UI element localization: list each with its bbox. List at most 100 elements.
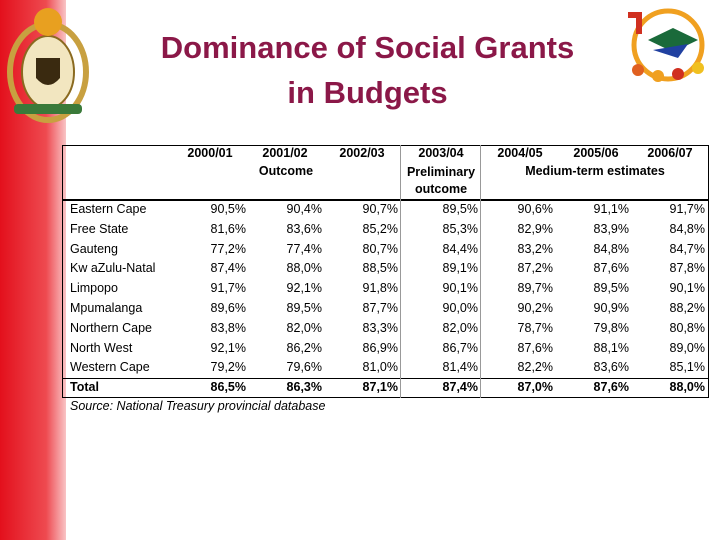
table-line [62,199,708,201]
table-cell: 85,1% [669,360,705,375]
table-cell: 77,4% [286,241,322,256]
table-line [400,145,401,398]
table-line [62,145,63,398]
table-cell: 90,4% [286,202,322,216]
row-label: Kw aZulu-Natal [70,261,156,276]
table-cell: 82,0% [442,320,478,335]
table-cell: 89,0% [669,340,705,355]
total-cell: 87,1% [362,380,398,394]
row-label: Free State [70,221,129,236]
title-line: in Budgets [287,75,448,110]
table-line [62,397,708,398]
table-cell: 91,7% [210,281,246,296]
table-cell: 88,1% [593,340,629,355]
table-cell: 89,7% [517,281,553,296]
table-cell: 91,8% [362,281,398,296]
table-cell: 85,3% [442,221,478,236]
row-label: Gauteng [70,241,118,256]
total-cell: 87,6% [593,380,629,394]
group-header: Medium-term estimates [525,164,665,178]
column-header: 2001/02 [262,146,308,160]
table-cell: 89,6% [210,301,246,315]
table-cell: 84,4% [442,241,478,256]
total-cell: 86,5% [210,380,246,394]
row-label: Western Cape [70,360,150,375]
row-label: Eastern Cape [70,202,147,216]
table-cell: 86,7% [442,340,478,355]
table-cell: 83,6% [593,360,629,375]
table-cell: 79,6% [286,360,322,375]
table-cell: 86,9% [362,340,398,355]
table-cell: 84,8% [593,241,629,256]
table-cell: 82,9% [517,221,553,236]
total-cell: 86,3% [286,380,322,394]
table-cell: 87,7% [362,301,398,315]
table-cell: 87,8% [669,261,705,276]
table-cell: 80,7% [362,241,398,256]
group-header: Outcome [258,164,314,178]
table-cell: 78,7% [517,320,553,335]
column-header: 2006/07 [647,146,693,160]
table-cell: 90,0% [442,301,478,315]
table-cell: 91,7% [669,202,705,216]
group-header: Preliminary outcome [406,165,476,196]
table-cell: 84,7% [669,241,705,256]
table-cell: 85,2% [362,221,398,236]
column-header: 2000/01 [187,146,233,160]
table-cell: 88,2% [669,301,705,315]
freedom-logo [628,8,705,82]
table-cell: 90,1% [669,281,705,296]
table-cell: 90,2% [517,301,553,315]
table-line [480,145,481,398]
row-label: Northern Cape [70,320,152,335]
table-cell: 92,1% [210,340,246,355]
column-header: 2004/05 [497,146,543,160]
table-cell: 90,1% [442,281,478,296]
table-cell: 90,5% [210,202,246,216]
table-cell: 88,5% [362,261,398,276]
table-cell: 79,2% [210,360,246,375]
table-line [62,145,708,146]
table-cell: 83,3% [362,320,398,335]
table-cell: 82,2% [517,360,553,375]
table-cell: 90,9% [593,301,629,315]
row-label: North West [70,340,133,355]
row-label: Mpumalanga [70,301,143,315]
table-line [62,378,708,379]
table-cell: 81,0% [362,360,398,375]
table-cell: 90,6% [517,202,553,216]
table-cell: 88,0% [286,261,322,276]
table-cell: 87,6% [593,261,629,276]
row-label: Limpopo [70,281,118,296]
table-cell: 81,6% [210,221,246,236]
table-cell: 81,4% [442,360,478,375]
table-cell: 86,2% [286,340,322,355]
column-header: 2003/04 [418,146,464,160]
column-header: 2005/06 [573,146,619,160]
table-cell: 89,5% [593,281,629,296]
table-cell: 92,1% [286,281,322,296]
table-cell: 89,1% [442,261,478,276]
table-cell: 84,8% [669,221,705,236]
table-cell: 83,6% [286,221,322,236]
total-cell: 87,4% [442,380,478,394]
table-line [708,145,709,398]
column-header: 2002/03 [339,146,385,160]
total-label: Total [70,380,99,394]
table-cell: 90,7% [362,202,398,216]
table-cell: 83,9% [593,221,629,236]
table-cell: 82,0% [286,320,322,335]
source-note: Source: National Treasury provincial dat… [70,399,326,413]
table-cell: 89,5% [442,202,478,216]
table-cell: 79,8% [593,320,629,335]
coat-of-arms [7,8,89,123]
total-cell: 88,0% [669,380,705,394]
total-cell: 87,0% [517,380,553,394]
table-cell: 77,2% [210,241,246,256]
table-cell: 83,8% [210,320,246,335]
table-cell: 87,2% [517,261,553,276]
table-cell: 87,4% [210,261,246,276]
table-cell: 87,6% [517,340,553,355]
title-line: Dominance of Social Grants [160,30,575,65]
